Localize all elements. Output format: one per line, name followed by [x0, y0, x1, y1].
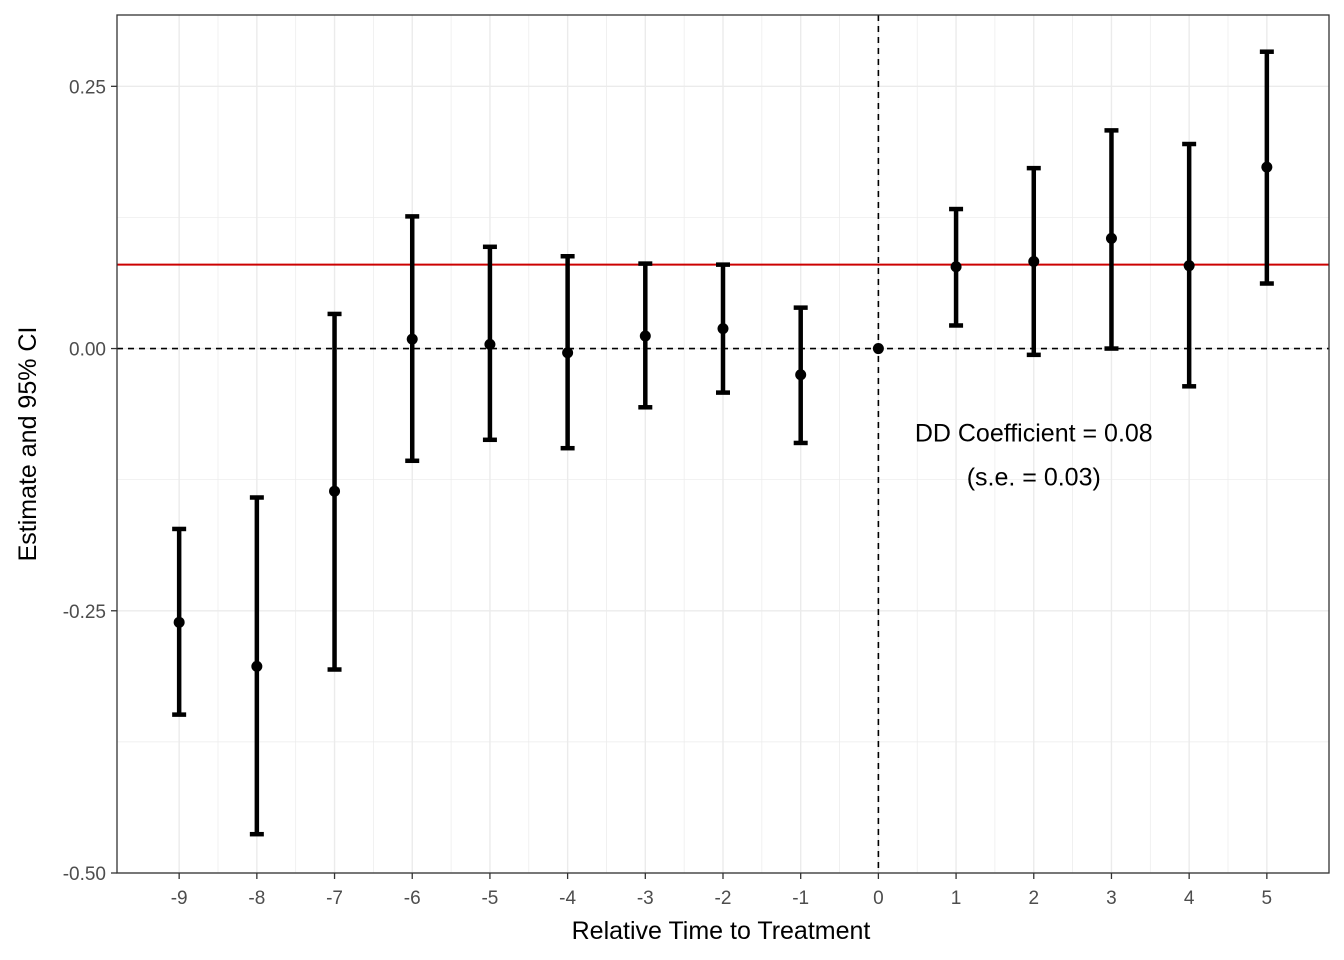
x-tick-label: -3 — [637, 888, 654, 909]
y-axis-ticks: -0.50 -0.25 0.00 0.25 — [63, 77, 117, 885]
estimate-point — [1183, 260, 1195, 272]
x-axis-ticks: -9 -8 -7 -6 -5 -4 -3 -2 -1 0 1 2 3 4 5 — [171, 873, 1272, 909]
estimate-point — [639, 330, 651, 342]
x-tick-label: -9 — [171, 888, 188, 909]
y-tick-label: -0.25 — [63, 602, 106, 623]
estimate-point — [872, 343, 884, 355]
data-points — [173, 161, 1273, 672]
x-tick-label: -8 — [248, 888, 265, 909]
x-tick-label: -7 — [326, 888, 343, 909]
estimate-point — [251, 660, 263, 672]
x-axis-title: Relative Time to Treatment — [572, 917, 871, 945]
estimate-point — [173, 616, 185, 628]
x-tick-label: -4 — [559, 888, 576, 909]
estimate-point — [717, 323, 729, 335]
x-tick-label: 2 — [1028, 888, 1039, 909]
y-tick-label: -0.50 — [63, 864, 106, 885]
estimate-point — [406, 333, 418, 345]
dd-se-label: (s.e. = 0.03) — [967, 464, 1101, 492]
grid-lines — [117, 15, 1329, 874]
x-tick-label: -2 — [715, 888, 732, 909]
y-tick-label: 0.00 — [69, 340, 106, 361]
estimate-point — [1105, 232, 1117, 244]
y-tick-label: 0.25 — [69, 77, 106, 98]
estimate-point — [1028, 255, 1040, 267]
x-tick-label: -1 — [792, 888, 809, 909]
x-tick-label: 0 — [873, 888, 884, 909]
x-tick-label: 5 — [1262, 888, 1273, 909]
estimate-point — [329, 485, 341, 497]
estimate-point — [562, 347, 574, 359]
x-tick-label: -5 — [481, 888, 498, 909]
x-tick-label: -6 — [404, 888, 421, 909]
x-tick-label: 3 — [1106, 888, 1117, 909]
y-axis-title: Estimate and 95% CI — [14, 327, 42, 562]
x-tick-label: 1 — [951, 888, 962, 909]
estimate-point — [950, 261, 962, 273]
estimate-point — [1261, 161, 1273, 173]
estimate-point — [484, 338, 496, 350]
estimate-point — [795, 369, 807, 381]
x-tick-label: 4 — [1184, 888, 1195, 909]
dd-coefficient-label: DD Coefficient = 0.08 — [915, 419, 1153, 447]
